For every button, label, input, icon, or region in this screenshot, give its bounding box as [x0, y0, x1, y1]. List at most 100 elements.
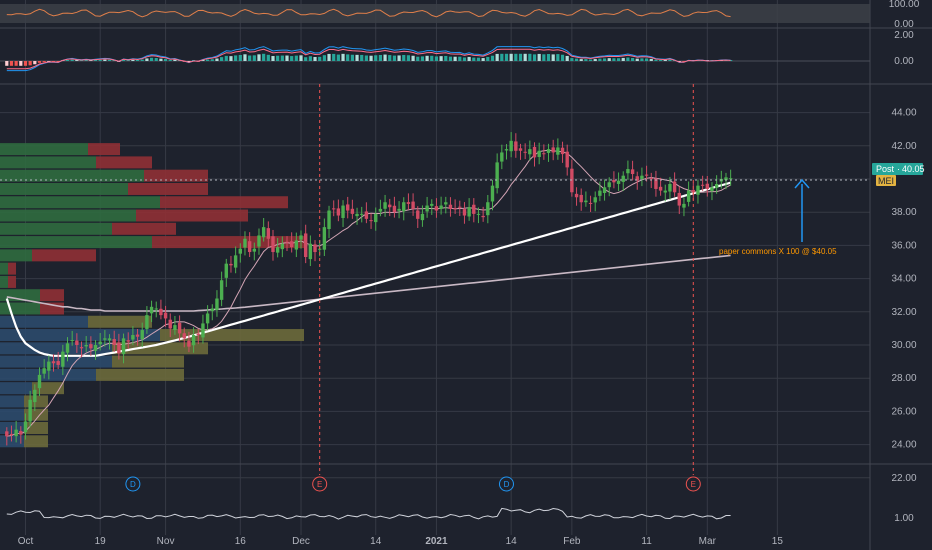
- candle-body: [33, 389, 37, 403]
- candle-body: [341, 205, 345, 218]
- candle-body: [551, 147, 555, 153]
- candle-body: [112, 339, 116, 345]
- macd-histogram-bar: [378, 54, 382, 61]
- macd-histogram-bar: [430, 55, 434, 61]
- macd-histogram-bar: [374, 55, 378, 61]
- macd-histogram-bar: [542, 54, 546, 61]
- candle-body: [126, 340, 130, 342]
- macd-histogram-bar: [509, 53, 513, 61]
- candle-body: [691, 189, 695, 193]
- candle-body: [630, 169, 635, 175]
- macd-histogram-bar: [663, 60, 667, 61]
- candle-body: [23, 421, 28, 433]
- macd-histogram-bar: [588, 59, 593, 61]
- price-axis-label: 34.00: [891, 274, 916, 285]
- candle-body: [224, 263, 228, 278]
- volume-profile-up: [0, 422, 24, 434]
- candle-body: [686, 190, 691, 202]
- time-axis-label: Mar: [699, 536, 717, 547]
- macd-histogram-bar: [234, 55, 238, 61]
- candle-body: [467, 207, 471, 217]
- macd-panel: [0, 46, 870, 72]
- price-axis-label: 22.00: [891, 473, 916, 484]
- rsi-line: [6, 8, 731, 18]
- macd-histogram-bar: [75, 60, 79, 61]
- event-marker-letter: E: [691, 480, 696, 489]
- volume-profile-down: [136, 209, 248, 222]
- candle-body: [462, 209, 467, 216]
- macd-histogram-bar: [537, 53, 541, 61]
- candle-body: [65, 343, 70, 353]
- candle-body: [607, 182, 611, 188]
- candle-body: [79, 347, 84, 349]
- macd-histogram-bar: [546, 54, 551, 61]
- macd-histogram-bar: [299, 55, 303, 61]
- macd-histogram-bar: [593, 59, 597, 61]
- candle-body: [84, 345, 88, 347]
- candle-body: [187, 340, 191, 347]
- macd-histogram-bar: [173, 59, 177, 61]
- macd-histogram-bar: [135, 60, 140, 61]
- time-axis-label: 16: [235, 536, 247, 547]
- candle-body: [275, 247, 280, 253]
- macd-histogram-bar: [570, 58, 574, 61]
- macd-histogram-bar: [654, 59, 658, 61]
- macd-histogram-bar: [33, 61, 37, 65]
- macd-histogram-bar: [458, 56, 462, 61]
- candle-body: [560, 147, 565, 155]
- macd-histogram-bar: [644, 58, 649, 61]
- candle-body: [616, 180, 621, 184]
- candle-body: [584, 200, 588, 203]
- macd-histogram-bar: [290, 56, 294, 61]
- macd-histogram-bar: [220, 57, 224, 61]
- candle-body: [163, 312, 168, 319]
- macd-histogram-bar: [528, 53, 532, 61]
- macd-histogram-bar: [504, 53, 509, 61]
- candle-body: [649, 178, 653, 180]
- macd-histogram-bar: [677, 61, 681, 62]
- candle-body: [621, 175, 625, 182]
- time-axis-label: 19: [95, 536, 107, 547]
- macd-histogram-bar: [411, 55, 415, 61]
- macd-signal-line: [6, 48, 731, 70]
- candle-body: [696, 185, 700, 195]
- price-axis-label: 42.00: [891, 141, 916, 152]
- candle-body: [420, 213, 425, 221]
- macd-histogram-bar: [23, 61, 28, 66]
- candle-body: [668, 183, 672, 192]
- candle-body: [528, 149, 532, 155]
- volume-profile-up: [0, 249, 32, 262]
- candle-body: [663, 190, 667, 193]
- volume-profile-up: [0, 408, 24, 421]
- candle-body: [257, 235, 261, 247]
- candle-body: [565, 151, 569, 168]
- macd-histogram-bar: [448, 56, 453, 61]
- rsi-band: [0, 4, 870, 23]
- macd-histogram-bar: [607, 58, 611, 61]
- macd-histogram-bar: [682, 61, 686, 62]
- macd-histogram-bar: [355, 54, 359, 61]
- macd-histogram-bar: [201, 60, 205, 61]
- last-price-sep: ·: [897, 164, 900, 174]
- candle-body: [406, 202, 411, 204]
- candle-body: [75, 340, 79, 345]
- volume-profile-up: [0, 275, 8, 288]
- macd-histogram-bar: [668, 59, 672, 61]
- macd-histogram-bar: [584, 59, 588, 61]
- candle-body: [364, 211, 369, 219]
- macd-histogram-bar: [149, 57, 154, 61]
- macd-histogram-bar: [280, 55, 284, 61]
- candle-body: [149, 306, 154, 314]
- macd-histogram-bar: [495, 53, 499, 61]
- time-axis-label: Nov: [157, 536, 175, 547]
- macd-histogram-bar: [14, 61, 18, 66]
- candle-body: [131, 335, 135, 340]
- macd-histogram-bar: [602, 58, 607, 61]
- macd-histogram-bar: [252, 55, 256, 61]
- macd-histogram-bar: [462, 57, 467, 61]
- macd-histogram-bar: [266, 54, 270, 61]
- candle-body: [476, 213, 481, 215]
- volume-profile-down: [8, 262, 16, 275]
